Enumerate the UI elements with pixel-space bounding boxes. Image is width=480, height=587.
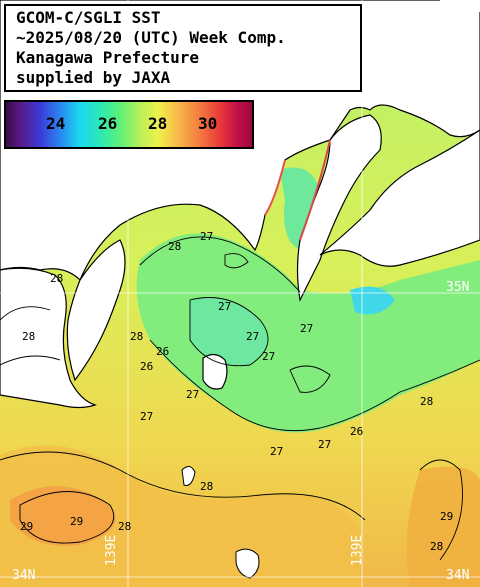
isotherm-contours	[0, 236, 480, 561]
lon-label-139e: 139E	[104, 534, 119, 566]
contour-label: 28	[130, 330, 143, 343]
temperature-colorbar: 24 26 28 30	[4, 100, 254, 149]
contour-label: 27	[246, 330, 259, 343]
contour-label-group: 28 28 28 28 27 27 27 27 27 27 27 27 26 2…	[20, 230, 453, 553]
contour-label: 27	[218, 300, 231, 313]
title-line-product: GCOM-C/SGLI SST	[16, 8, 161, 27]
contour-label: 29	[440, 510, 453, 523]
cool-patch	[190, 297, 268, 366]
contour-label: 27	[300, 322, 313, 335]
land-corner	[440, 0, 480, 12]
contour-label: 28	[50, 272, 63, 285]
colorbar-tick-26: 26	[98, 114, 118, 133]
coastline-warm-edge	[264, 159, 286, 216]
contour-label: 28	[420, 395, 433, 408]
contour-label: 27	[318, 438, 331, 451]
coastline-warm-edge-boso	[299, 139, 331, 241]
colorbar-tick-24: 24	[46, 114, 66, 133]
warm-region-southeast	[406, 466, 480, 587]
lon-label-139e-right: 139E	[350, 534, 365, 566]
contour-label: 27	[140, 410, 153, 423]
contour-label: 26	[156, 345, 169, 358]
contour-label: 28	[430, 540, 443, 553]
contour-label: 28	[118, 520, 131, 533]
colorbar-tick-30: 30	[198, 114, 218, 133]
contour-label: 29	[70, 515, 83, 528]
warm-region-south	[0, 445, 360, 587]
lat-label-34n-left: 34N	[12, 568, 36, 583]
contour-label: 27	[186, 388, 199, 401]
land-izu-east	[66, 239, 126, 382]
contour-label: 27	[262, 350, 275, 363]
land-izu	[0, 267, 97, 409]
colorbar-tick-28: 28	[148, 114, 168, 133]
contour-label: 26	[350, 425, 363, 438]
contour-label: 26	[140, 360, 153, 373]
title-line-date: ~2025/08/20 (UTC) Week Comp.	[16, 28, 286, 47]
title-box: GCOM-C/SGLI SST ~2025/08/20 (UTC) Week C…	[4, 4, 362, 92]
lat-label-35n-right: 35N	[446, 280, 470, 295]
island-niijima	[235, 548, 260, 579]
island-toshima	[181, 466, 196, 486]
lat-label-34n-right: 34N	[446, 568, 470, 583]
colorbar-gradient	[6, 102, 252, 147]
title-line-region: Kanagawa Prefecture	[16, 48, 200, 67]
land-boso-east	[319, 129, 480, 267]
contour-label: 29	[20, 520, 33, 533]
cold-patch	[350, 286, 395, 315]
contour-label: 28	[168, 240, 181, 253]
warm-patch-29	[10, 486, 116, 546]
island-oshima	[202, 353, 228, 390]
contour-label: 28	[22, 330, 35, 343]
contour-label: 28	[200, 480, 213, 493]
contour-label: 27	[270, 445, 283, 458]
contour-label: 27	[200, 230, 213, 243]
lat-label-35n-left: 35N	[12, 280, 36, 295]
title-line-credit: supplied by JAXA	[16, 68, 171, 87]
